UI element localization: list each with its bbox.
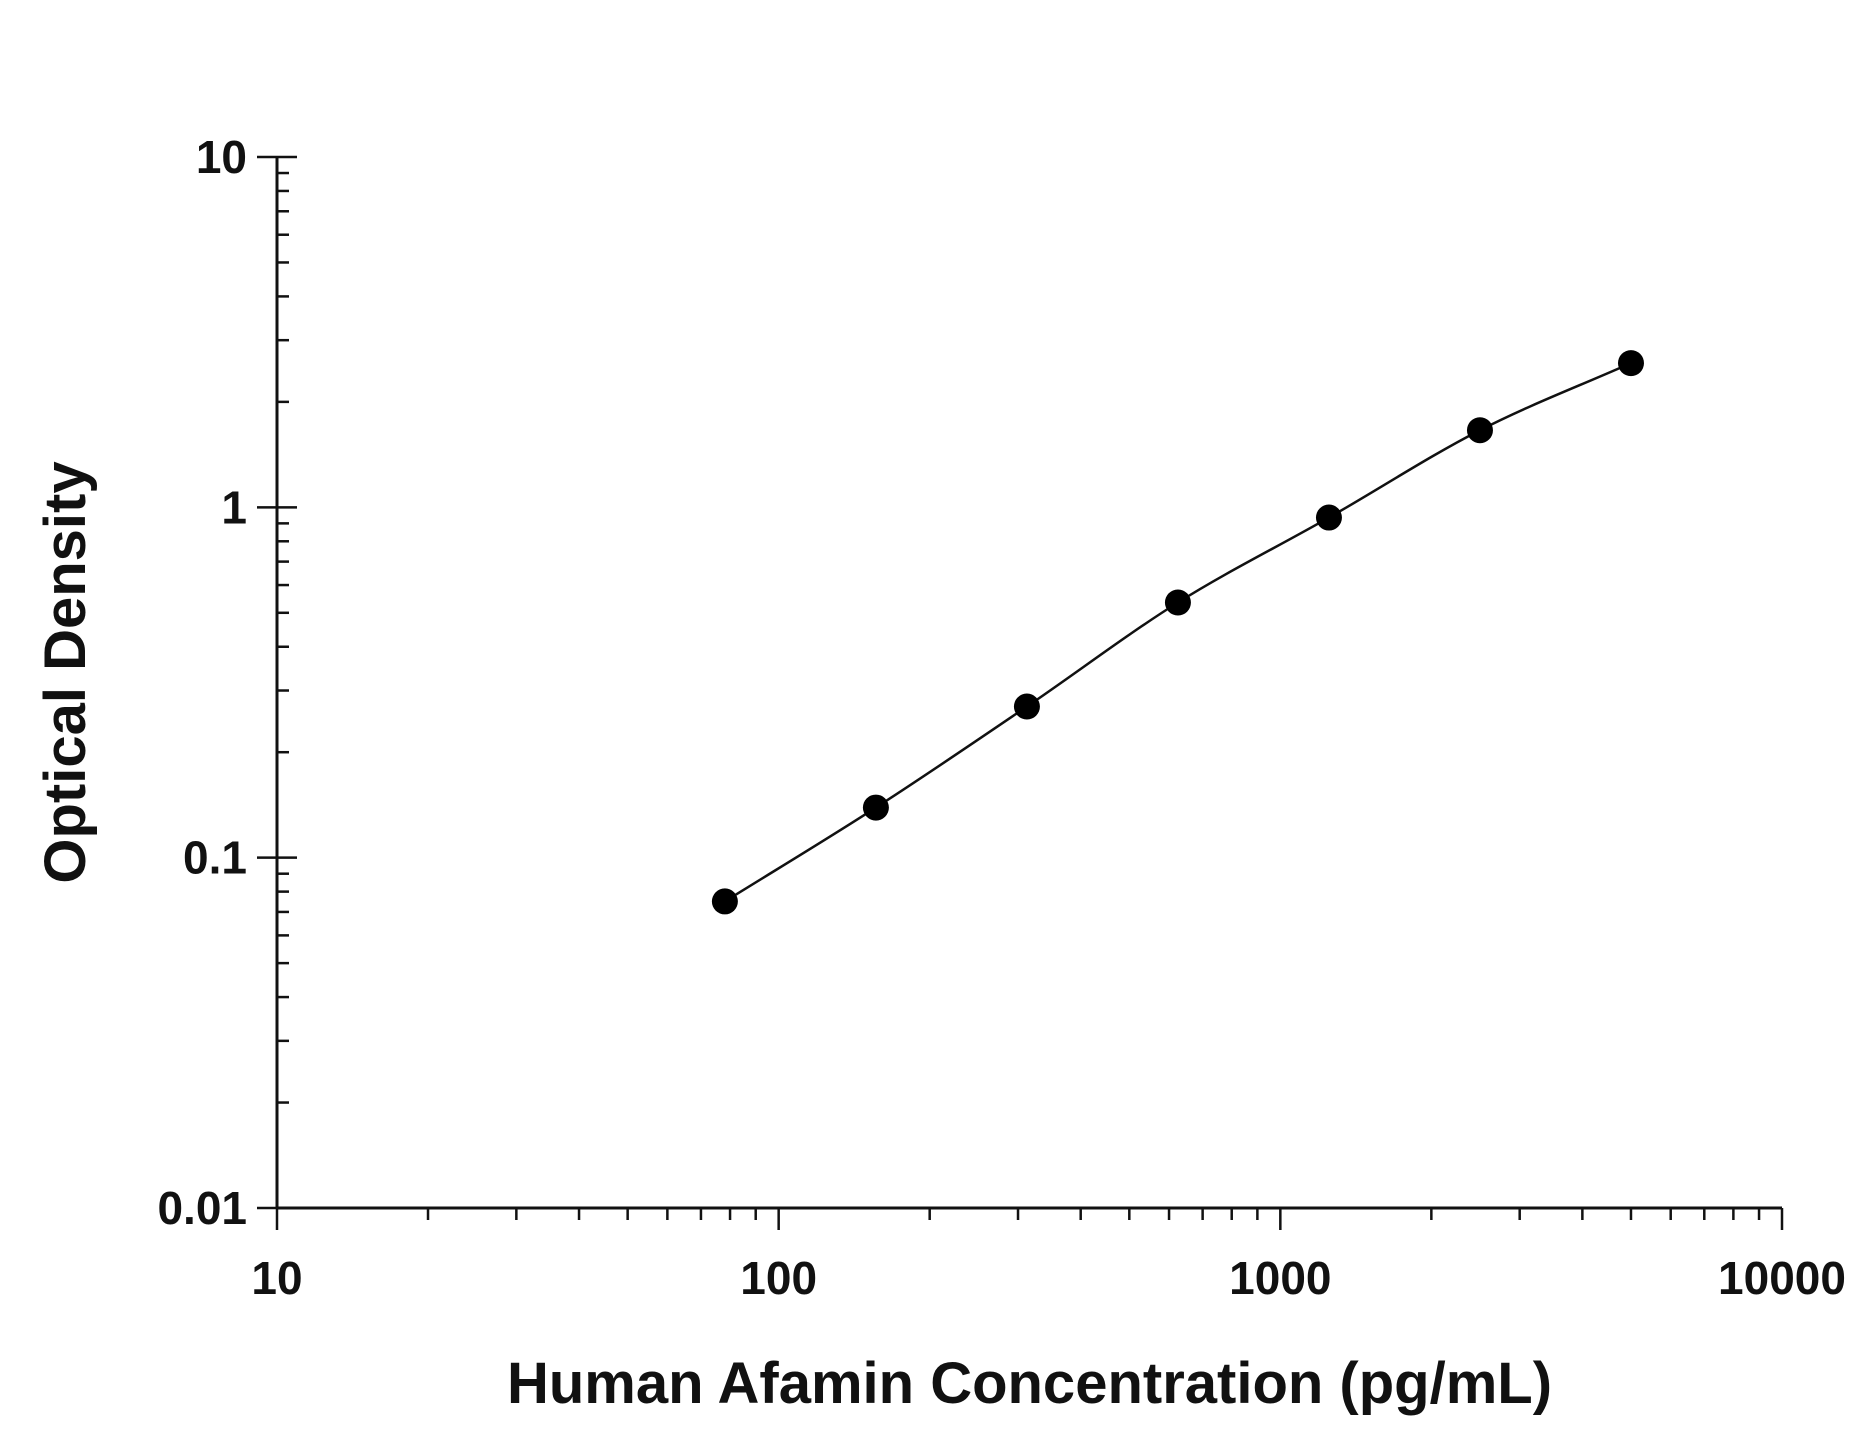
y-tick-label: 0.1 [183, 832, 247, 884]
fit-curve-layer [724, 361, 1632, 903]
data-point [1617, 350, 1644, 377]
x-tick-label: 1000 [1229, 1252, 1331, 1304]
data-point [1164, 589, 1191, 616]
y-tick-label: 10 [196, 131, 247, 183]
x-tick-label: 100 [740, 1252, 817, 1304]
data-point [862, 794, 889, 821]
fit-curve [724, 361, 1632, 903]
y-axis-label: Optical Density [33, 461, 98, 883]
x-tick-label: 10000 [1718, 1252, 1846, 1304]
x-axis-ticks: 10 100 1000 10000 [251, 1208, 1846, 1304]
data-points [711, 350, 1644, 915]
x-tick-label: 10 [251, 1252, 302, 1304]
data-point [711, 888, 738, 915]
x-axis-label: Human Afamin Concentration (pg/mL) [507, 1351, 1552, 1416]
data-point [1466, 417, 1493, 444]
data-point [1013, 693, 1040, 720]
axes [275, 157, 1782, 1210]
y-axis-ticks: 0.01 0.1 1 10 [157, 131, 297, 1234]
y-tick-label: 0.01 [157, 1182, 247, 1234]
data-point [1315, 504, 1342, 531]
y-tick-label: 1 [221, 481, 247, 533]
